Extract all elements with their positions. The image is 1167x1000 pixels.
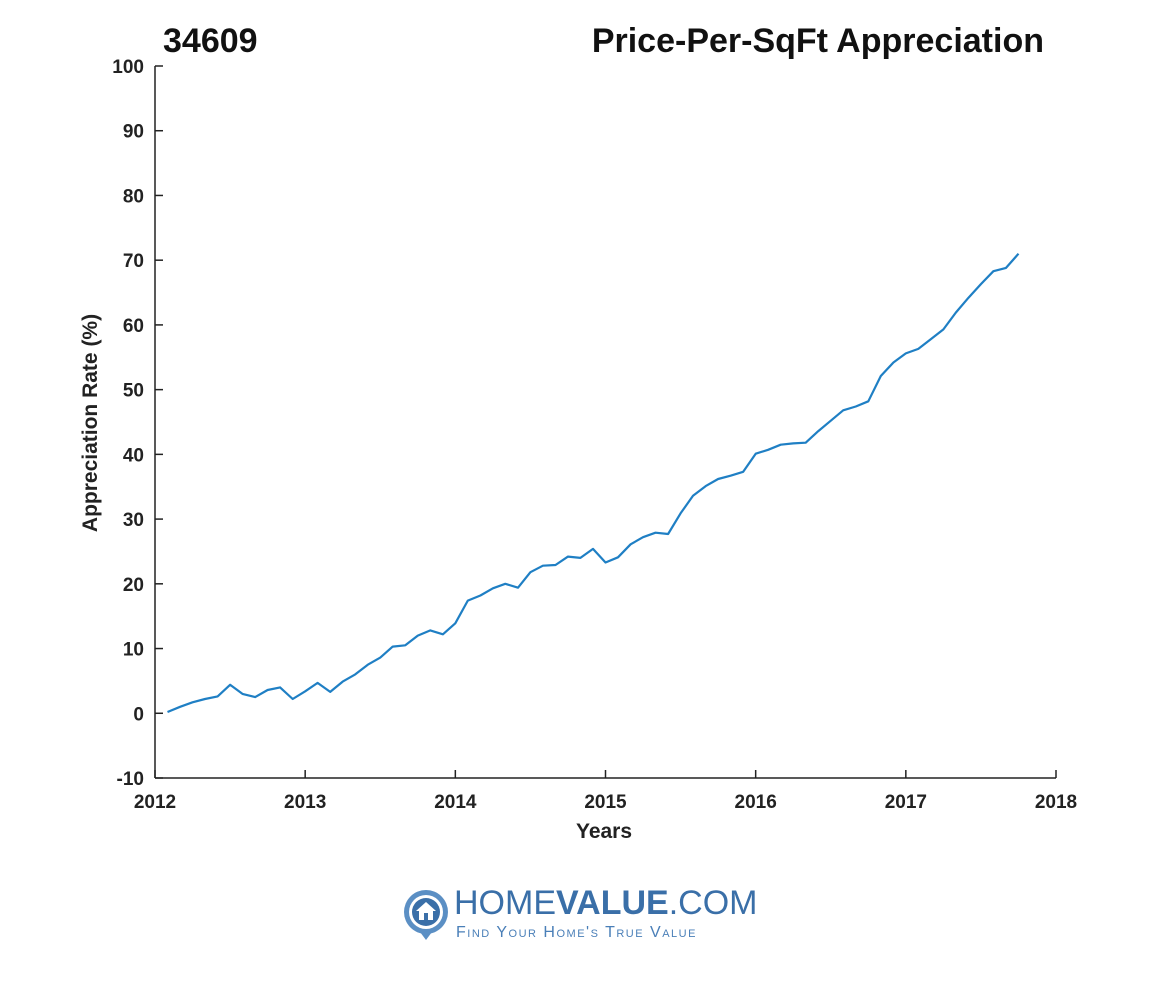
x-tick-label: 2016: [735, 792, 777, 813]
x-tick-label: 2012: [134, 792, 176, 813]
house-pin-icon: [404, 890, 448, 940]
logo-text-suffix: .COM: [668, 884, 758, 922]
y-tick-label: 100: [112, 57, 144, 78]
x-tick-label: 2017: [885, 792, 927, 813]
logo-wordmark: HOMEVALUE.COM: [454, 884, 758, 923]
y-axis-ticks: -10 0 10 20 30 40 50 60 70 80 90 100: [112, 57, 163, 790]
series-line: [167, 252, 1020, 714]
y-tick-label: 0: [133, 704, 144, 725]
chart-title: Price-Per-SqFt Appreciation: [592, 22, 1044, 60]
y-tick-label: 40: [123, 445, 144, 466]
logo-text-home: HOME: [454, 884, 556, 922]
x-tick-label: 2015: [584, 792, 627, 813]
homevalue-logo[interactable]: HOMEVALUE.COM Find Your Home's True Valu…: [402, 884, 762, 948]
y-tick-label: 10: [123, 640, 144, 661]
y-tick-label: 60: [123, 316, 144, 337]
x-tick-label: 2014: [434, 792, 477, 813]
y-tick-label: 50: [123, 381, 144, 402]
logo-tagline: Find Your Home's True Value: [456, 924, 697, 941]
y-tick-label: 90: [123, 122, 144, 143]
appreciation-chart: 34609 Price-Per-SqFt Appreciation 2012 20…: [79, 22, 1077, 843]
chart-zip-title: 34609: [163, 22, 258, 60]
axes: [154, 66, 1056, 779]
logo-text-value: VALUE: [556, 884, 669, 922]
y-tick-label: 30: [123, 510, 144, 531]
y-tick-label: 80: [123, 186, 144, 207]
x-axis-label: Years: [576, 820, 632, 843]
x-tick-label: 2018: [1035, 792, 1077, 813]
y-tick-label: 20: [123, 575, 144, 596]
y-tick-label: -10: [117, 769, 144, 790]
y-tick-label: 70: [123, 251, 144, 272]
y-axis-label: Appreciation Rate (%): [79, 314, 102, 532]
x-axis-ticks: 2012 2013 2014 2015 2016 2017 2018: [134, 770, 1077, 813]
x-tick-label: 2013: [284, 792, 326, 813]
